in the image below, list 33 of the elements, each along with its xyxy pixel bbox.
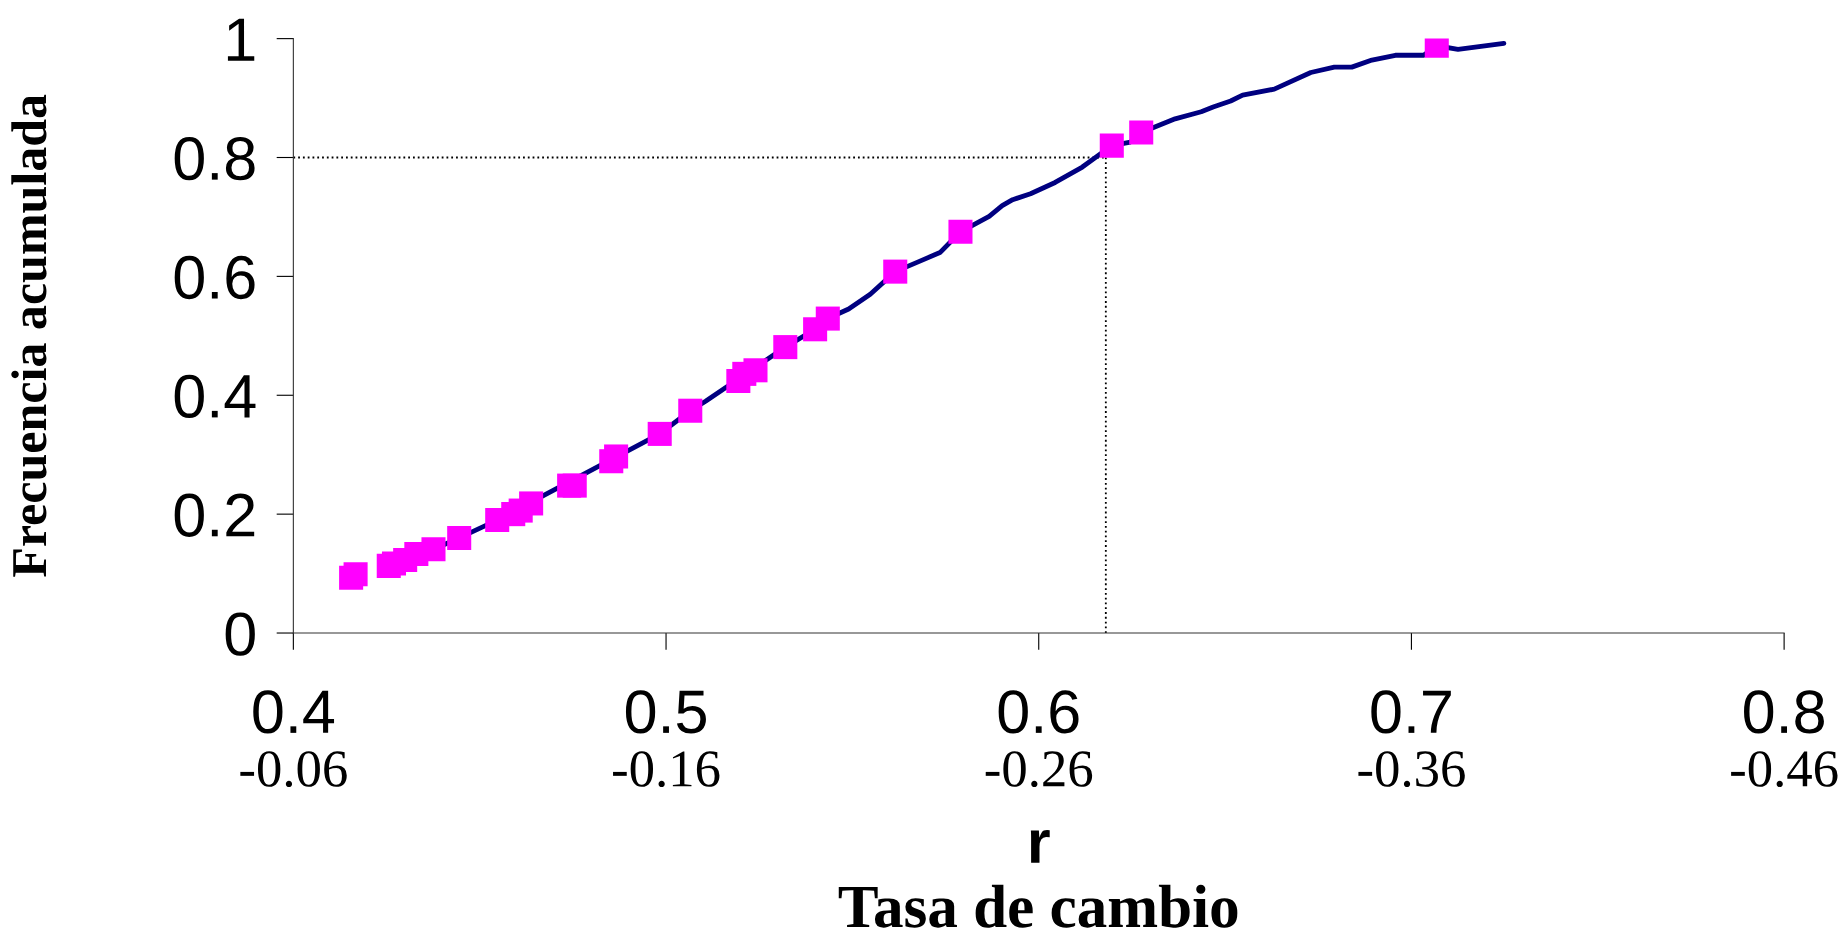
point bbox=[421, 537, 446, 562]
x2-tick-label: -0.46 bbox=[1731, 751, 1838, 788]
y-tick-label: 0.6 bbox=[174, 255, 255, 300]
x2-tick-label: -0.26 bbox=[985, 751, 1093, 788]
point bbox=[678, 398, 703, 423]
x-tick-label: 0.4 bbox=[253, 690, 335, 734]
point bbox=[948, 219, 973, 244]
y-tick-label: 1 bbox=[227, 18, 255, 61]
point bbox=[743, 358, 768, 383]
point bbox=[562, 473, 587, 498]
point bbox=[519, 491, 544, 516]
x2-tick-label: -0.06 bbox=[240, 751, 347, 788]
y-axis-title: Frecuencia acumulada bbox=[11, 94, 47, 577]
point bbox=[883, 259, 908, 284]
x-tick-label: 0.8 bbox=[1744, 690, 1824, 734]
point bbox=[1129, 120, 1154, 145]
x-tick-label: 0.7 bbox=[1371, 690, 1451, 734]
x-tick-label: 0.6 bbox=[998, 690, 1079, 734]
y-tick-label: 0.2 bbox=[174, 493, 255, 537]
x2-tick-label: -0.36 bbox=[1358, 751, 1465, 788]
x-axis-title: r bbox=[1030, 829, 1050, 863]
y-tick-label: 0.8 bbox=[174, 136, 255, 181]
point bbox=[1099, 133, 1124, 158]
x2-tick-label: -0.16 bbox=[613, 751, 720, 788]
point bbox=[447, 525, 472, 550]
point bbox=[773, 335, 798, 360]
point bbox=[815, 306, 840, 331]
point bbox=[647, 421, 672, 446]
x-tick-label: 0.5 bbox=[625, 690, 706, 734]
x2-axis-title: Tasa de cambio bbox=[838, 884, 1238, 928]
y-tick-label: 0 bbox=[225, 612, 255, 656]
y-tick-label: 0.4 bbox=[174, 374, 256, 419]
point bbox=[604, 444, 629, 469]
